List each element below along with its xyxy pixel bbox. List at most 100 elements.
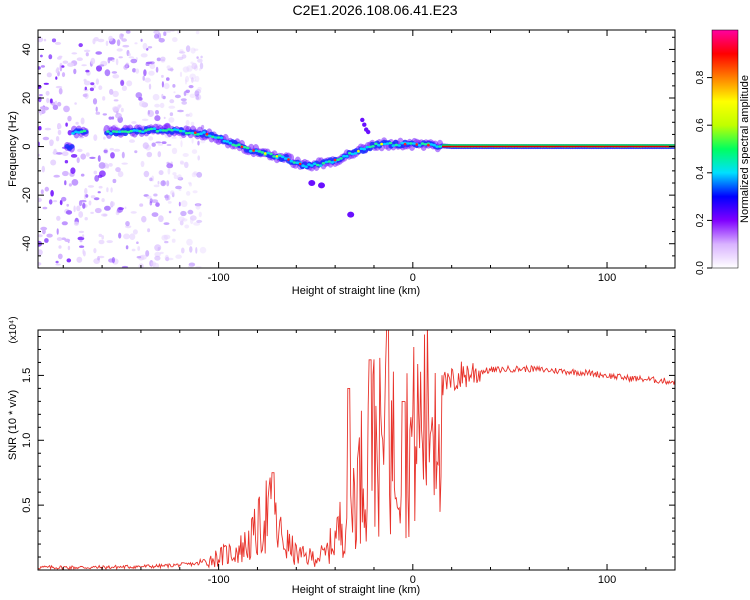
trace-core	[353, 152, 358, 155]
noise-speckle	[46, 97, 50, 104]
noise-speckle	[62, 60, 69, 64]
noise-speckle	[67, 62, 75, 67]
noise-speckle	[146, 151, 153, 158]
noise-speckle	[98, 85, 103, 90]
trace-core	[111, 130, 116, 133]
trace-spur	[366, 129, 371, 135]
noise-speckle	[53, 200, 58, 203]
noise-speckle	[57, 129, 62, 136]
noise-speckle	[179, 160, 184, 164]
trace-core	[289, 159, 294, 163]
noise-speckle	[153, 30, 160, 34]
noise-speckle	[153, 184, 160, 188]
noise-speckle	[121, 85, 127, 92]
noise-speckle	[109, 88, 114, 95]
trace-hotspot	[403, 142, 407, 146]
noise-speckle	[172, 172, 177, 176]
noise-speckle	[50, 98, 53, 104]
trace-core	[129, 129, 133, 133]
trace-core	[155, 129, 160, 133]
noise-speckle	[54, 41, 62, 45]
noise-speckle	[104, 69, 111, 77]
noise-speckle	[40, 226, 48, 231]
noise-speckle	[80, 153, 86, 160]
noise-speckle	[139, 203, 144, 207]
trace-core	[144, 129, 148, 132]
noise-speckle	[55, 85, 63, 89]
noise-speckle	[112, 90, 119, 98]
noise-speckle	[121, 38, 127, 42]
trace-core	[269, 152, 273, 156]
noise-speckle	[45, 90, 50, 96]
trace-spur	[360, 117, 365, 123]
noise-speckle	[128, 56, 135, 59]
noise-speckle	[186, 191, 191, 196]
noise-speckle	[64, 180, 67, 186]
x-tick-label: -100	[208, 272, 230, 284]
noise-speckle	[85, 69, 90, 73]
noise-speckle	[71, 179, 79, 186]
noise-speckle	[199, 62, 204, 70]
noise-speckle	[78, 211, 84, 218]
noise-speckle	[116, 48, 123, 52]
trace-core	[339, 157, 343, 160]
noise-speckle	[172, 228, 176, 232]
noise-speckle	[53, 148, 57, 155]
noise-speckle	[55, 263, 61, 266]
noise-speckle	[130, 211, 137, 214]
trace-core	[435, 145, 439, 148]
trace-core	[120, 130, 125, 133]
noise-speckle	[39, 94, 43, 97]
noise-speckle	[97, 191, 101, 194]
noise-speckle	[167, 201, 172, 204]
noise-speckle	[142, 75, 145, 81]
noise-speckle	[174, 94, 181, 99]
trace-core	[327, 160, 332, 163]
noise-speckle	[120, 107, 124, 113]
noise-speckle	[143, 170, 150, 178]
noise-speckle	[191, 62, 198, 70]
trace-core	[382, 142, 387, 146]
noise-speckle	[168, 105, 176, 109]
noise-speckle	[99, 64, 105, 67]
trace-core	[280, 155, 285, 159]
noise-speckle	[111, 257, 115, 264]
noise-speckle	[144, 77, 151, 83]
noise-speckle	[145, 250, 150, 257]
noise-speckle	[172, 84, 176, 88]
noise-speckle	[78, 230, 85, 234]
noise-speckle	[120, 33, 124, 37]
noise-speckle	[181, 247, 185, 254]
noise-speckle	[126, 80, 133, 87]
trace-core	[260, 151, 265, 154]
noise-speckle	[80, 173, 85, 177]
trace-core	[266, 151, 270, 155]
noise-speckle	[132, 229, 138, 235]
noise-speckle	[140, 160, 145, 168]
noise-speckle	[76, 157, 80, 164]
noise-speckle	[84, 187, 88, 195]
noise-speckle	[108, 163, 113, 167]
noise-speckle	[195, 89, 202, 94]
noise-speckle	[90, 211, 94, 214]
y-tick-label: 0.5	[21, 497, 33, 512]
noise-speckle	[109, 147, 115, 151]
trace-core	[412, 142, 416, 145]
trace-core	[187, 131, 192, 135]
noise-speckle	[188, 85, 194, 89]
noise-speckle	[52, 104, 59, 111]
trace-core	[365, 145, 370, 149]
noise-speckle	[38, 234, 43, 238]
chart-title: C2E1.2026.108.06.41.E23	[292, 2, 458, 18]
noise-speckle	[140, 38, 143, 42]
noise-speckle	[103, 149, 108, 153]
noise-speckle	[73, 221, 79, 226]
noise-speckle	[164, 254, 169, 261]
noise-speckle	[136, 241, 139, 244]
noise-speckle	[184, 224, 190, 229]
noise-speckle	[61, 72, 66, 78]
noise-speckle	[106, 187, 109, 193]
trace-core	[417, 144, 422, 147]
noise-speckle	[90, 195, 96, 199]
